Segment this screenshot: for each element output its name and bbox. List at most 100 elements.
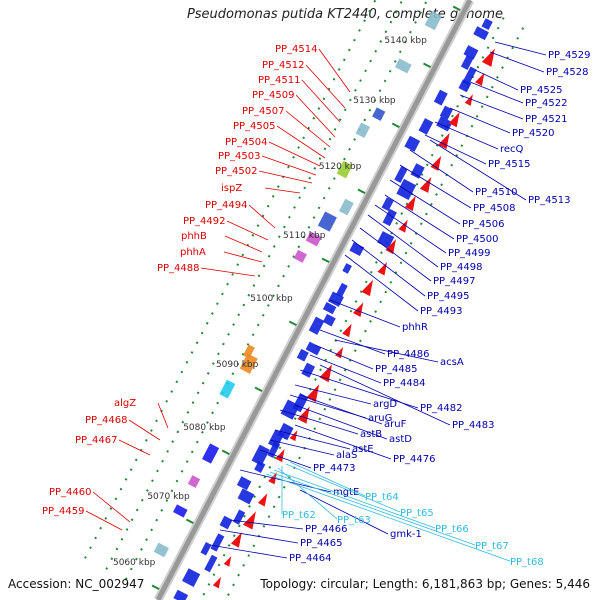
gene-label-reverse[interactable]: astD — [389, 434, 412, 445]
gene-label-forward[interactable]: PP_4492 — [183, 216, 226, 227]
gene-label-forward[interactable]: PP_4459 — [42, 506, 85, 517]
gene-label-reverse[interactable]: PP_4529 — [548, 50, 591, 61]
gene-leader-line — [494, 41, 547, 56]
gene-label-reverse[interactable]: PP_4482 — [420, 403, 463, 414]
gene-block-forward — [410, 163, 425, 179]
gene-label-reverse[interactable]: PP_4495 — [427, 291, 470, 302]
gene-label-forward[interactable]: algZ — [114, 398, 136, 409]
gene-leader-line — [294, 404, 388, 440]
gene-label-reverse[interactable]: PP_4510 — [475, 187, 518, 198]
gene-label-forward[interactable]: PP_4460 — [49, 487, 92, 498]
gene-label-reverse[interactable]: PP_4520 — [512, 128, 555, 139]
gene-leader-line — [374, 204, 447, 254]
forward-arrow — [342, 323, 352, 338]
gene-label-reverse[interactable]: PP_4522 — [525, 98, 568, 109]
gene-label-reverse[interactable]: PP_4464 — [289, 553, 332, 564]
gene-leader-line — [299, 394, 383, 425]
gene-label-reverse[interactable]: acsA — [440, 357, 464, 368]
gene-label-reverse[interactable]: recQ — [500, 144, 524, 155]
gene-label-reverse[interactable]: PP_4528 — [546, 67, 589, 78]
gene-leader-line — [209, 544, 288, 559]
gene-label-reverse[interactable]: PP_4508 — [473, 203, 516, 214]
tick-mark — [151, 584, 160, 591]
gene-leader-line — [314, 344, 374, 370]
gene-label-reverse[interactable]: astB — [360, 429, 382, 440]
gene-block-reverse — [239, 353, 258, 374]
gene-label-reverse[interactable]: gmk-1 — [390, 529, 422, 540]
gene-label-reverse[interactable]: PP_4499 — [448, 248, 491, 259]
gene-label-reverse[interactable]: PP_4493 — [420, 306, 463, 317]
rna-label[interactable]: PP_t66 — [435, 524, 469, 535]
rna-label[interactable]: PP_t67 — [475, 541, 509, 552]
gene-leader-line — [219, 529, 299, 544]
gene-block-reverse — [187, 475, 201, 488]
gene-label-reverse[interactable]: argD — [373, 399, 397, 410]
forward-arrow — [275, 449, 285, 463]
gene-label-reverse[interactable]: PP_4515 — [488, 159, 531, 170]
gene-label-forward[interactable]: PP_4504 — [225, 137, 268, 148]
gene-label-reverse[interactable]: PP_4513 — [528, 195, 571, 206]
forward-arrow — [223, 556, 232, 567]
gene-label-reverse[interactable]: PP_4506 — [462, 219, 505, 230]
gene-block-forward — [322, 313, 336, 327]
gene-label-reverse[interactable]: alaS — [336, 450, 357, 461]
gene-label-reverse[interactable]: PP_4497 — [433, 276, 476, 287]
gene-label-reverse[interactable]: aruG — [368, 413, 392, 424]
gene-leader-line — [279, 409, 359, 435]
gene-label-forward[interactable]: PP_4512 — [262, 60, 305, 71]
forward-arrow — [419, 176, 432, 193]
gene-leader-line — [226, 220, 269, 241]
gene-label-reverse[interactable]: PP_4465 — [300, 538, 343, 549]
gene-label-forward[interactable]: ispZ — [221, 183, 242, 194]
gene-leader-line — [264, 187, 301, 194]
rna-leader-line — [285, 463, 401, 513]
gene-label-reverse[interactable]: astE — [352, 444, 374, 455]
gene-leader-line — [344, 254, 419, 312]
rna-label[interactable]: PP_t64 — [365, 492, 399, 503]
gene-label-forward[interactable]: PP_4502 — [215, 166, 258, 177]
gene-block-forward — [173, 589, 189, 600]
gene-label-reverse[interactable]: PP_4476 — [393, 454, 436, 465]
gene-label-forward[interactable]: PP_4467 — [75, 435, 118, 446]
gene-label-forward[interactable]: PP_4509 — [252, 90, 295, 101]
gene-label-reverse[interactable]: phhR — [402, 322, 428, 333]
tick-mark — [391, 122, 400, 129]
gene-label-reverse[interactable]: PP_4483 — [452, 420, 495, 431]
gene-block-forward — [268, 429, 285, 449]
tick-mark — [185, 518, 194, 525]
gene-label-reverse[interactable]: PP_4466 — [305, 524, 348, 535]
gene-label-reverse[interactable]: PP_4500 — [456, 234, 499, 245]
gene-label-forward[interactable]: PP_4494 — [205, 200, 248, 211]
gene-label-reverse[interactable]: PP_4525 — [520, 85, 563, 96]
gene-label-reverse[interactable]: PP_4521 — [525, 114, 568, 125]
gene-label-forward[interactable]: PP_4514 — [275, 44, 318, 55]
gene-label-reverse[interactable]: PP_4473 — [313, 463, 356, 474]
gene-label-forward[interactable]: PP_4507 — [242, 106, 285, 117]
gene-block-forward — [382, 208, 397, 227]
gene-label-forward[interactable]: PP_4503 — [218, 151, 261, 162]
gene-leader-line — [469, 81, 524, 104]
gene-label-reverse[interactable]: aruF — [384, 419, 407, 430]
rna-label[interactable]: PP_t65 — [400, 508, 434, 519]
gene-label-forward[interactable]: PP_4468 — [85, 415, 128, 426]
gene-label-forward[interactable]: PP_4505 — [233, 121, 276, 132]
gene-label-reverse[interactable]: PP_4484 — [383, 378, 426, 389]
gene-block-forward — [219, 515, 233, 530]
gene-leader-line — [399, 164, 472, 209]
rna-label[interactable]: PP_t62 — [282, 510, 316, 521]
gene-label-reverse[interactable]: PP_4485 — [375, 364, 418, 375]
gene-label-reverse[interactable]: PP_4498 — [440, 262, 483, 273]
rna-label[interactable]: PP_t63 — [337, 515, 371, 526]
gene-leader-line — [295, 94, 336, 138]
forward-arrow — [297, 406, 310, 424]
gene-label-forward[interactable]: PP_4511 — [258, 75, 301, 86]
gene-leader-line — [459, 94, 524, 120]
gene-leader-line — [367, 214, 439, 268]
gene-label-forward[interactable]: PP_4488 — [157, 263, 200, 274]
gene-label-forward[interactable]: phhB — [181, 231, 207, 242]
gene-label-reverse[interactable]: mgtE — [333, 487, 359, 498]
gene-leader-line — [424, 134, 487, 165]
rna-label[interactable]: PP_t68 — [510, 557, 544, 568]
gene-label-forward[interactable]: phhA — [180, 247, 206, 258]
gene-label-reverse[interactable]: PP_4486 — [387, 349, 430, 360]
